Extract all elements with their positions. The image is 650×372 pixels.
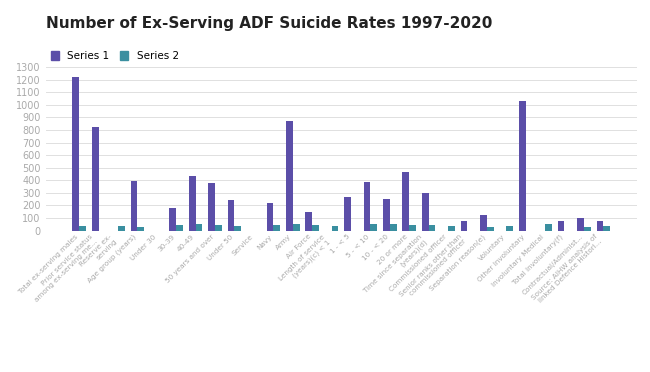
Bar	[519, 101, 526, 231]
Bar	[461, 221, 467, 231]
Bar	[137, 227, 144, 231]
Bar	[72, 77, 79, 231]
Bar	[189, 176, 196, 231]
Legend: Series 1, Series 2: Series 1, Series 2	[51, 51, 179, 61]
Bar	[480, 215, 487, 231]
Bar	[506, 226, 513, 231]
Bar	[176, 225, 183, 231]
Bar	[227, 200, 235, 231]
Bar	[196, 224, 202, 231]
Bar	[170, 208, 176, 231]
Bar	[402, 172, 410, 231]
Bar	[92, 127, 99, 231]
Bar	[422, 193, 428, 231]
Bar	[306, 212, 312, 231]
Bar	[597, 221, 603, 231]
Bar	[131, 181, 137, 231]
Bar	[448, 225, 455, 231]
Bar	[603, 226, 610, 231]
Bar	[286, 121, 292, 231]
Bar	[577, 218, 584, 231]
Bar	[235, 226, 241, 231]
Bar	[383, 199, 390, 231]
Bar	[118, 225, 125, 231]
Bar	[428, 225, 436, 231]
Bar	[208, 183, 215, 231]
Bar	[410, 225, 416, 231]
Bar	[370, 224, 377, 231]
Bar	[558, 221, 564, 231]
Bar	[215, 225, 222, 231]
Bar	[79, 226, 86, 231]
Bar	[292, 224, 300, 231]
Bar	[487, 228, 493, 231]
Bar	[545, 224, 552, 231]
Bar	[584, 227, 591, 231]
Bar	[273, 225, 280, 231]
Text: Number of Ex-Serving ADF Suicide Rates 1997-2020: Number of Ex-Serving ADF Suicide Rates 1…	[46, 16, 492, 31]
Bar	[312, 225, 319, 231]
Bar	[332, 226, 339, 231]
Bar	[390, 224, 396, 231]
Bar	[363, 182, 370, 231]
Bar	[266, 203, 273, 231]
Bar	[344, 197, 351, 231]
